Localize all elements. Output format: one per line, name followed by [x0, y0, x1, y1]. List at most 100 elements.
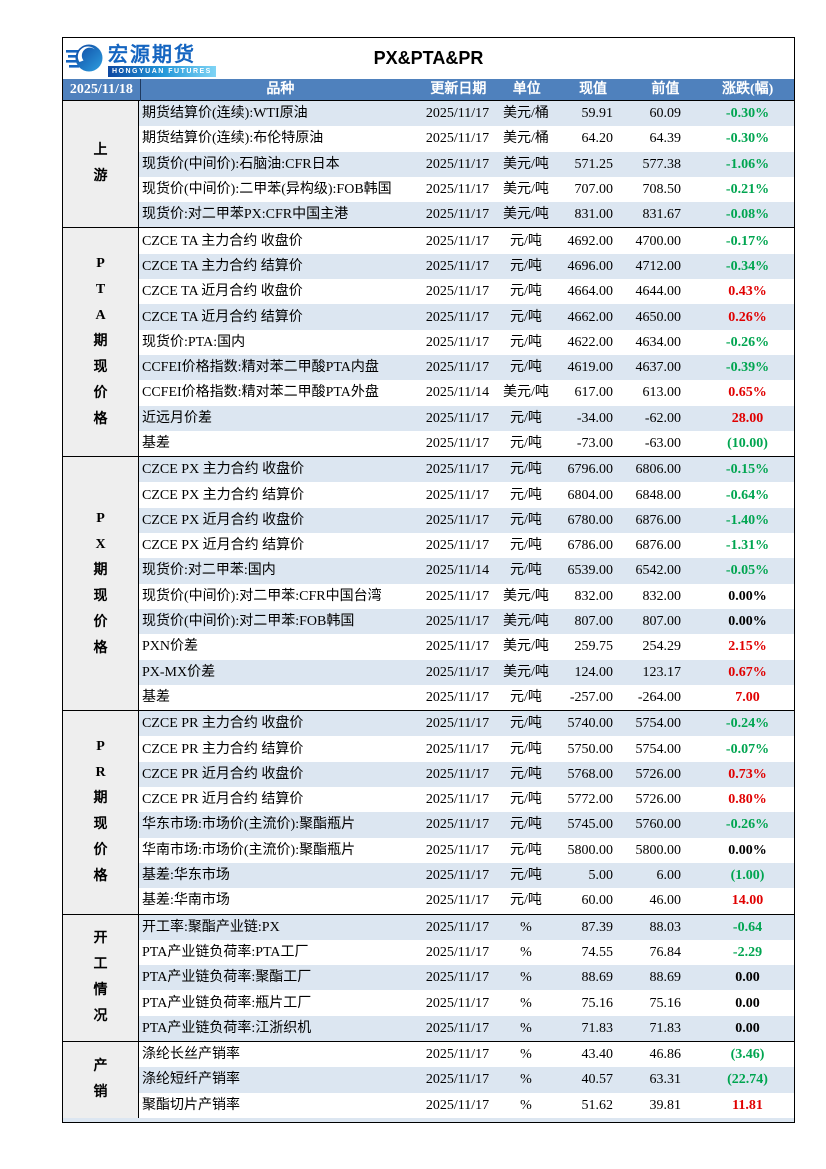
bottom-partial-row — [63, 1117, 794, 1122]
change-cell: 11.81 — [732, 1097, 763, 1113]
unit-cell: 元/吨 — [510, 462, 542, 478]
current-value-cell: 51.62 — [581, 1097, 614, 1113]
change-cell: 0.00 — [735, 970, 760, 986]
change-cell: -0.24% — [725, 716, 770, 732]
current-value-cell: 75.16 — [581, 995, 614, 1011]
update-date-cell: 2025/11/17 — [425, 664, 490, 680]
previous-value-cell: 5800.00 — [635, 842, 682, 858]
previous-value-cell: 46.00 — [649, 893, 682, 909]
variety-cell: 聚酯切片产销率 — [142, 1097, 240, 1113]
previous-value-cell: 88.69 — [649, 970, 682, 986]
table-row: PTA产业链负荷率:PTA工厂 2025/11/17% 74.55 76.84 -2.2… — [139, 939, 794, 966]
update-date-cell: 2025/11/17 — [425, 512, 490, 528]
table-row: CZCE PX 近月合约 结算价 2025/11/17 元/吨 6786.00 6876… — [139, 533, 794, 559]
table-row: 现货价:对二甲苯PX:CFR中国主港 2025/11/17 美元/吨 831.00 83… — [139, 202, 794, 228]
table-row: CZCE TA 近月合约 收盘价 2025/11/17 元/吨 4664.00 4644… — [139, 279, 794, 305]
table-row: CZCE TA 主力合约 结算价 2025/11/17 元/吨 4696.00 4712… — [139, 253, 794, 280]
table-row: 期货结算价(连续):WTI原油 2025/11/17 美元/桶 59.91 60.09 -… — [139, 101, 794, 127]
previous-value-cell: 6876.00 — [635, 538, 682, 554]
previous-value-cell: 123.17 — [642, 664, 682, 680]
update-date-cell: 2025/11/17 — [425, 588, 490, 604]
change-cell: -1.40% — [725, 512, 770, 528]
previous-value-cell: 4700.00 — [635, 233, 682, 249]
table-row: PTA产业链负荷率:江浙织机 2025/11/17% 71.83 71.83 0.00 — [139, 1015, 794, 1041]
change-cell: 0.26% — [728, 309, 767, 325]
unit-cell: 元/吨 — [510, 284, 542, 300]
section-label: 产销 — [63, 1041, 139, 1118]
current-value-cell: 124.00 — [574, 664, 614, 680]
update-date-cell: 2025/11/17 — [425, 334, 490, 350]
previous-value-cell: 807.00 — [642, 614, 682, 630]
update-date-cell: 2025/11/17 — [425, 360, 490, 376]
previous-value-cell: 76.84 — [649, 944, 682, 960]
current-value-cell: 571.25 — [574, 156, 614, 172]
unit-cell: % — [520, 944, 532, 960]
unit-cell: 元/吨 — [510, 817, 542, 833]
variety-cell: 期货结算价(连续):WTI原油 — [142, 106, 308, 122]
current-value-cell: 40.57 — [581, 1072, 614, 1088]
previous-value-cell: 6876.00 — [635, 512, 682, 528]
table-row: 近远月价差 2025/11/17 元/吨 -34.00 -62.00 28.00 — [139, 405, 794, 431]
current-value-cell: 5772.00 — [567, 792, 614, 808]
update-date-cell: 2025/11/17 — [425, 614, 490, 630]
variety-cell: CZCE PX 近月合约 收盘价 — [142, 512, 305, 528]
change-cell: 14.00 — [731, 893, 764, 909]
change-cell: 7.00 — [735, 689, 760, 705]
variety-cell: 现货价:对二甲苯:国内 — [142, 563, 276, 579]
previous-value-cell: 46.86 — [649, 1047, 682, 1063]
change-cell: (1.00) — [730, 868, 765, 884]
unit-cell: 元/吨 — [510, 842, 542, 858]
table-row: 基差:华南市场 2025/11/17 元/吨 60.00 46.00 14.00 — [139, 888, 794, 914]
unit-cell: 美元/吨 — [503, 664, 549, 680]
section-4: 开工情况开工率:聚酯产业链:PX 2025/11/17% 87.39 88.03 -0.… — [63, 913, 794, 1041]
current-value-cell: 5750.00 — [567, 741, 614, 757]
logo-globe-icon — [66, 41, 104, 80]
unit-cell: % — [520, 1020, 532, 1036]
update-date-cell: 2025/11/17 — [425, 970, 490, 986]
change-cell: -0.07% — [725, 741, 770, 757]
previous-value-cell: 6848.00 — [635, 487, 682, 503]
update-date-cell: 2025/11/17 — [425, 106, 490, 122]
unit-cell: 元/吨 — [510, 766, 542, 782]
previous-value-cell: 4634.00 — [635, 334, 682, 350]
logo-en-text: HONGYUAN FUTURES — [108, 66, 216, 77]
update-date-cell: 2025/11/17 — [425, 156, 490, 172]
unit-cell: 美元/吨 — [503, 614, 549, 630]
variety-cell: PTA产业链负荷率:PTA工厂 — [142, 944, 309, 960]
current-value-cell: 4696.00 — [567, 258, 614, 274]
unit-cell: % — [520, 1097, 532, 1113]
variety-cell: 开工率:聚酯产业链:PX — [142, 919, 280, 935]
change-cell: 0.00% — [728, 842, 767, 858]
unit-cell: % — [520, 1047, 532, 1063]
current-value-cell: 5745.00 — [567, 817, 614, 833]
current-value-cell: 4692.00 — [567, 233, 614, 249]
previous-value-cell: 5754.00 — [635, 741, 682, 757]
variety-cell: 华东市场:市场价(主流价):聚酯瓶片 — [142, 817, 356, 833]
unit-cell: 美元/桶 — [503, 106, 549, 122]
section-1: P T A 期现价格 CZCE TA 主力合约 收盘价 2025/11/17 元/吨 4692… — [63, 227, 794, 457]
change-cell: -0.05% — [725, 563, 770, 579]
update-date-cell: 2025/11/17 — [425, 995, 490, 1011]
section-label: 开工情况 — [63, 914, 139, 1041]
page-title: PX&PTA&PR — [373, 48, 484, 68]
table-row: 基差 2025/11/17 元/吨 -73.00 -63.00 (10.00) — [139, 430, 794, 457]
update-date-cell: 2025/11/17 — [425, 1020, 490, 1036]
unit-cell: 美元/吨 — [503, 182, 549, 198]
variety-cell: CZCE PR 近月合约 收盘价 — [142, 766, 304, 782]
previous-value-cell: 708.50 — [642, 182, 682, 198]
variety-cell: 涤纶长丝产销率 — [142, 1047, 240, 1063]
update-date-cell: 2025/11/17 — [425, 741, 490, 757]
current-value-cell: 832.00 — [574, 588, 614, 604]
variety-cell: 近远月价差 — [142, 410, 212, 426]
variety-cell: CZCE PX 近月合约 结算价 — [142, 538, 305, 554]
change-cell: -0.15% — [725, 462, 770, 478]
current-value-cell: 5740.00 — [567, 716, 614, 732]
table-row: CZCE PR 主力合约 收盘价 2025/11/17 元/吨 5740.00 5754… — [139, 711, 794, 737]
update-date-cell: 2025/11/17 — [425, 284, 490, 300]
previous-value-cell: 6.00 — [656, 868, 682, 884]
update-date-cell: 2025/11/17 — [425, 766, 490, 782]
table-row: 现货价(中间价):对二甲苯:CFR中国台湾 2025/11/17 美元/吨 832.0… — [139, 583, 794, 609]
table-header-row: 2025/11/18 品种 更新日期 单位 现值 前值 涨跌(幅) — [63, 78, 794, 101]
col-header-current: 现值 — [579, 81, 608, 97]
